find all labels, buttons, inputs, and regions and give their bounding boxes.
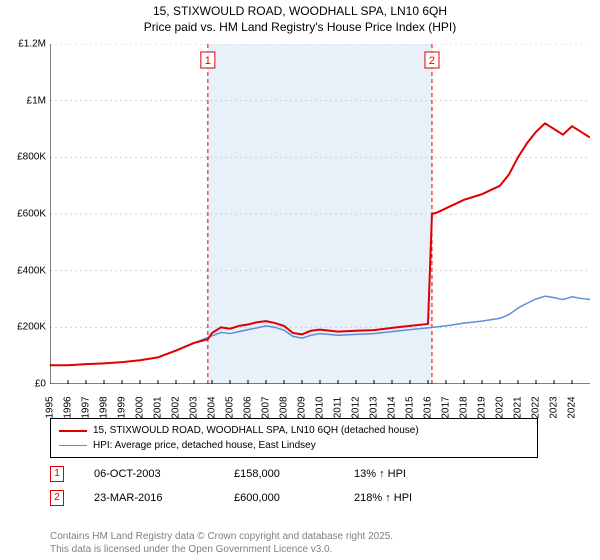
legend-item-price: 15, STIXWOULD ROAD, WOODHALL SPA, LN10 6… — [59, 423, 529, 438]
x-tick-label: 2019 — [477, 396, 488, 418]
x-tick-label: 2014 — [387, 396, 398, 418]
x-tick-label: 2021 — [513, 396, 524, 418]
svg-text:1: 1 — [205, 55, 211, 67]
y-tick-label: £800K — [17, 152, 46, 163]
sale-price: £600,000 — [234, 492, 354, 504]
sale-date: 23-MAR-2016 — [64, 492, 234, 504]
chart-title: 15, STIXWOULD ROAD, WOODHALL SPA, LN10 6… — [0, 0, 600, 35]
x-tick-label: 2004 — [207, 396, 218, 418]
y-tick-label: £200K — [17, 322, 46, 333]
y-tick-label: £1.2M — [18, 39, 46, 50]
x-tick-label: 2024 — [567, 396, 578, 418]
legend: 15, STIXWOULD ROAD, WOODHALL SPA, LN10 6… — [50, 418, 538, 458]
footer: Contains HM Land Registry data © Crown c… — [50, 530, 393, 556]
y-tick-label: £1M — [27, 95, 46, 106]
line-chart: 12 — [50, 44, 590, 384]
footer-line1: Contains HM Land Registry data © Crown c… — [50, 530, 393, 543]
marker-badge: 2 — [50, 490, 64, 506]
sale-delta: 13% ↑ HPI — [354, 468, 474, 480]
x-tick-label: 2010 — [315, 396, 326, 418]
x-tick-label: 2015 — [405, 396, 416, 418]
x-tick-label: 2018 — [459, 396, 470, 418]
x-tick-label: 2003 — [189, 396, 200, 418]
x-tick-label: 2008 — [279, 396, 290, 418]
legend-item-hpi: HPI: Average price, detached house, East… — [59, 438, 529, 453]
x-tick-label: 2011 — [333, 397, 344, 419]
marker-badge: 1 — [50, 466, 64, 482]
x-tick-label: 2001 — [153, 396, 164, 418]
sale-row-2: 2 23-MAR-2016 £600,000 218% ↑ HPI — [50, 490, 550, 506]
svg-text:2: 2 — [429, 55, 435, 67]
x-tick-label: 1998 — [99, 396, 110, 418]
x-tick-label: 2022 — [531, 396, 542, 418]
sale-row-1: 1 06-OCT-2003 £158,000 13% ↑ HPI — [50, 466, 550, 482]
legend-label: 15, STIXWOULD ROAD, WOODHALL SPA, LN10 6… — [93, 423, 419, 438]
x-tick-label: 2006 — [243, 396, 254, 418]
sale-date: 06-OCT-2003 — [64, 468, 234, 480]
legend-swatch — [59, 430, 87, 432]
footer-line2: This data is licensed under the Open Gov… — [50, 543, 393, 556]
x-tick-label: 2012 — [351, 396, 362, 418]
x-tick-label: 2005 — [225, 396, 236, 418]
x-tick-label: 1995 — [45, 396, 56, 418]
y-tick-label: £0 — [35, 379, 46, 390]
x-tick-label: 1999 — [117, 396, 128, 418]
legend-swatch — [59, 445, 87, 447]
x-tick-label: 2002 — [171, 396, 182, 418]
y-tick-label: £400K — [17, 265, 46, 276]
title-line2: Price paid vs. HM Land Registry's House … — [0, 20, 600, 36]
x-tick-label: 2016 — [423, 396, 434, 418]
x-tick-label: 1996 — [63, 396, 74, 418]
x-tick-label: 2023 — [549, 396, 560, 418]
legend-label: HPI: Average price, detached house, East… — [93, 438, 316, 453]
x-tick-label: 1997 — [81, 396, 92, 418]
x-tick-label: 2020 — [495, 396, 506, 418]
y-tick-label: £600K — [17, 209, 46, 220]
chart-area: 12 £0£200K£400K£600K£800K£1M£1.2M1995199… — [50, 44, 590, 384]
x-tick-label: 2013 — [369, 396, 380, 418]
x-tick-label: 2017 — [441, 396, 452, 418]
x-tick-label: 2000 — [135, 396, 146, 418]
x-tick-label: 2009 — [297, 396, 308, 418]
x-tick-label: 2007 — [261, 396, 272, 418]
title-line1: 15, STIXWOULD ROAD, WOODHALL SPA, LN10 6… — [0, 4, 600, 20]
sale-delta: 218% ↑ HPI — [354, 492, 474, 504]
sale-price: £158,000 — [234, 468, 354, 480]
